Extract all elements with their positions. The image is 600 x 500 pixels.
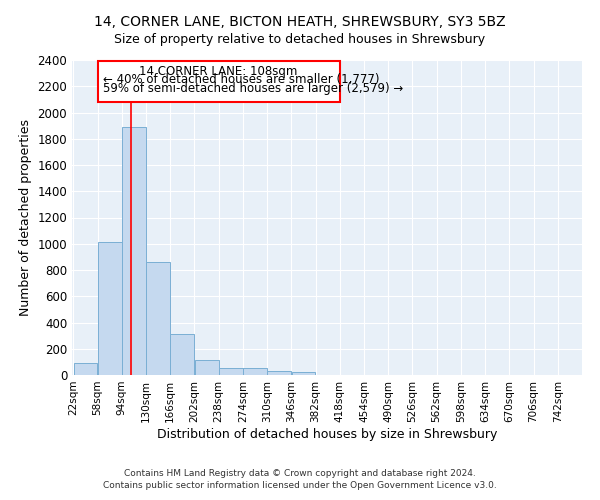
Text: Contains HM Land Registry data © Crown copyright and database right 2024.
Contai: Contains HM Land Registry data © Crown c… bbox=[103, 468, 497, 490]
Text: Size of property relative to detached houses in Shrewsbury: Size of property relative to detached ho… bbox=[115, 32, 485, 46]
Bar bbox=[267, 371, 291, 375]
Text: 14 CORNER LANE: 108sqm: 14 CORNER LANE: 108sqm bbox=[139, 64, 298, 78]
FancyBboxPatch shape bbox=[98, 62, 340, 102]
Bar bbox=[98, 242, 122, 375]
Bar bbox=[194, 360, 218, 375]
Bar bbox=[74, 363, 97, 375]
Bar bbox=[292, 372, 316, 375]
Bar bbox=[146, 262, 170, 375]
Text: 59% of semi-detached houses are larger (2,579) →: 59% of semi-detached houses are larger (… bbox=[103, 82, 403, 94]
Bar bbox=[243, 368, 267, 375]
X-axis label: Distribution of detached houses by size in Shrewsbury: Distribution of detached houses by size … bbox=[157, 428, 497, 440]
Bar bbox=[122, 127, 146, 375]
Bar bbox=[219, 368, 243, 375]
Bar bbox=[170, 334, 194, 375]
Y-axis label: Number of detached properties: Number of detached properties bbox=[19, 119, 32, 316]
Text: ← 40% of detached houses are smaller (1,777): ← 40% of detached houses are smaller (1,… bbox=[103, 73, 379, 86]
Text: 14, CORNER LANE, BICTON HEATH, SHREWSBURY, SY3 5BZ: 14, CORNER LANE, BICTON HEATH, SHREWSBUR… bbox=[94, 15, 506, 29]
